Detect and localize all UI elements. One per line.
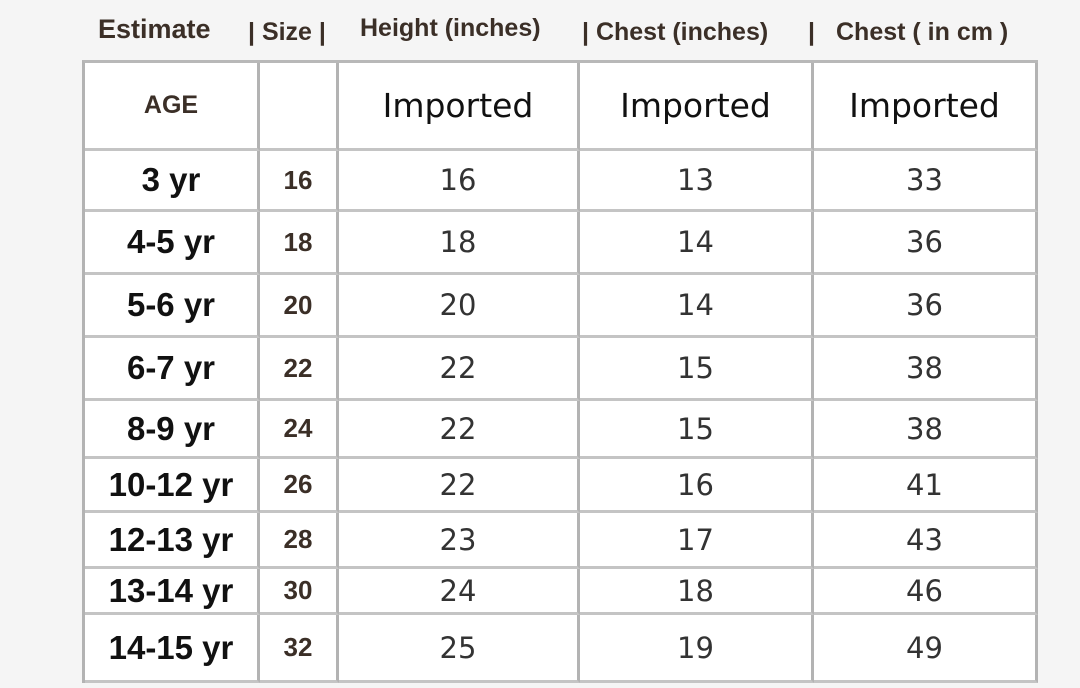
- age-cell: 5-6 yr: [85, 275, 260, 338]
- header-size: [260, 63, 339, 151]
- size-chart-table: AGE Imported Imported Imported 3 yr 16 16 1…: [82, 60, 1038, 683]
- chest-inches-cell: 14: [580, 275, 814, 338]
- height-cell: 22: [339, 459, 580, 513]
- chest-cm-cell: 36: [814, 212, 1038, 275]
- height-cell: 18: [339, 212, 580, 275]
- chest-inches-cell: 19: [580, 615, 814, 683]
- chest-cm-cell: 38: [814, 401, 1038, 459]
- size-cell: 30: [260, 569, 339, 615]
- size-cell: 26: [260, 459, 339, 513]
- header-chest-inches: Imported: [580, 63, 814, 151]
- age-cell: 3 yr: [85, 151, 260, 212]
- chest-cm-cell: 41: [814, 459, 1038, 513]
- size-cell: 32: [260, 615, 339, 683]
- chest-inches-cell: 13: [580, 151, 814, 212]
- size-cell: 16: [260, 151, 339, 212]
- height-cell: 22: [339, 338, 580, 401]
- chest-cm-cell: 33: [814, 151, 1038, 212]
- age-cell: 6-7 yr: [85, 338, 260, 401]
- title-size: | Size |: [248, 18, 326, 46]
- chest-inches-cell: 14: [580, 212, 814, 275]
- header-height: Imported: [339, 63, 580, 151]
- header-age: AGE: [85, 63, 260, 151]
- size-cell: 20: [260, 275, 339, 338]
- age-cell: 14-15 yr: [85, 615, 260, 683]
- age-cell: 4-5 yr: [85, 212, 260, 275]
- age-cell: 13-14 yr: [85, 569, 260, 615]
- chest-inches-cell: 18: [580, 569, 814, 615]
- height-cell: 24: [339, 569, 580, 615]
- chest-cm-cell: 36: [814, 275, 1038, 338]
- chest-cm-cell: 43: [814, 513, 1038, 569]
- chest-inches-cell: 15: [580, 338, 814, 401]
- height-cell: 25: [339, 615, 580, 683]
- height-cell: 16: [339, 151, 580, 212]
- size-cell: 22: [260, 338, 339, 401]
- chest-cm-cell: 38: [814, 338, 1038, 401]
- size-cell: 18: [260, 212, 339, 275]
- chest-inches-cell: 17: [580, 513, 814, 569]
- title-estimate: Estimate: [98, 14, 211, 44]
- age-cell: 10-12 yr: [85, 459, 260, 513]
- chest-cm-cell: 46: [814, 569, 1038, 615]
- title-height: Height (inches): [360, 14, 541, 42]
- size-cell: 24: [260, 401, 339, 459]
- size-cell: 28: [260, 513, 339, 569]
- header-chest-cm: Imported: [814, 63, 1038, 151]
- title-chest-inches: | Chest (inches): [582, 18, 769, 46]
- height-cell: 23: [339, 513, 580, 569]
- title-separator: |: [808, 18, 815, 46]
- height-cell: 22: [339, 401, 580, 459]
- chest-inches-cell: 16: [580, 459, 814, 513]
- age-cell: 8-9 yr: [85, 401, 260, 459]
- title-chest-cm: Chest ( in cm ): [836, 18, 1009, 46]
- chest-cm-cell: 49: [814, 615, 1038, 683]
- height-cell: 20: [339, 275, 580, 338]
- chest-inches-cell: 15: [580, 401, 814, 459]
- age-cell: 12-13 yr: [85, 513, 260, 569]
